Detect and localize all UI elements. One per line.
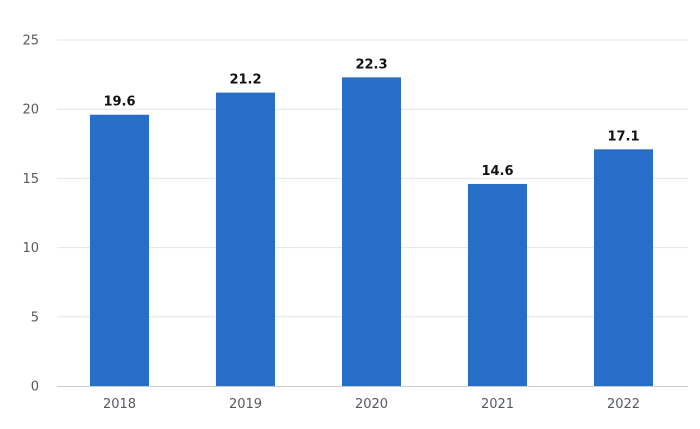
bar-2020[interactable] [342, 77, 401, 387]
y-tick-label: 5 [31, 310, 39, 325]
bar-2022[interactable] [594, 149, 653, 386]
bar-2018[interactable] [90, 114, 149, 387]
x-tick-label-2022: 2022 [607, 397, 640, 412]
data-label-2022: 17.1 [607, 129, 639, 144]
y-tick-label: 25 [22, 34, 39, 49]
x-tick-label-2021: 2021 [481, 397, 514, 412]
bars [90, 77, 653, 387]
y-tick-label: 0 [31, 380, 39, 395]
y-tick-label: 15 [22, 172, 39, 187]
data-labels: 19.6 21.2 22.3 14.6 17.1 [103, 57, 639, 179]
bar-2019[interactable] [216, 92, 275, 386]
bar-2021[interactable] [468, 183, 527, 386]
data-label-2018: 19.6 [103, 95, 135, 110]
y-axis-ticks: 0 5 10 15 20 25 [22, 34, 39, 395]
x-axis-ticks: 2018 2019 2020 2021 2022 [103, 397, 640, 412]
x-tick-label-2018: 2018 [103, 397, 136, 412]
y-tick-label: 10 [22, 241, 39, 256]
data-label-2019: 21.2 [229, 73, 261, 88]
x-tick-label-2020: 2020 [355, 397, 388, 412]
x-tick-label-2019: 2019 [229, 397, 262, 412]
data-label-2021: 14.6 [481, 164, 513, 179]
data-label-2020: 22.3 [355, 57, 387, 72]
y-tick-label: 20 [22, 103, 39, 118]
